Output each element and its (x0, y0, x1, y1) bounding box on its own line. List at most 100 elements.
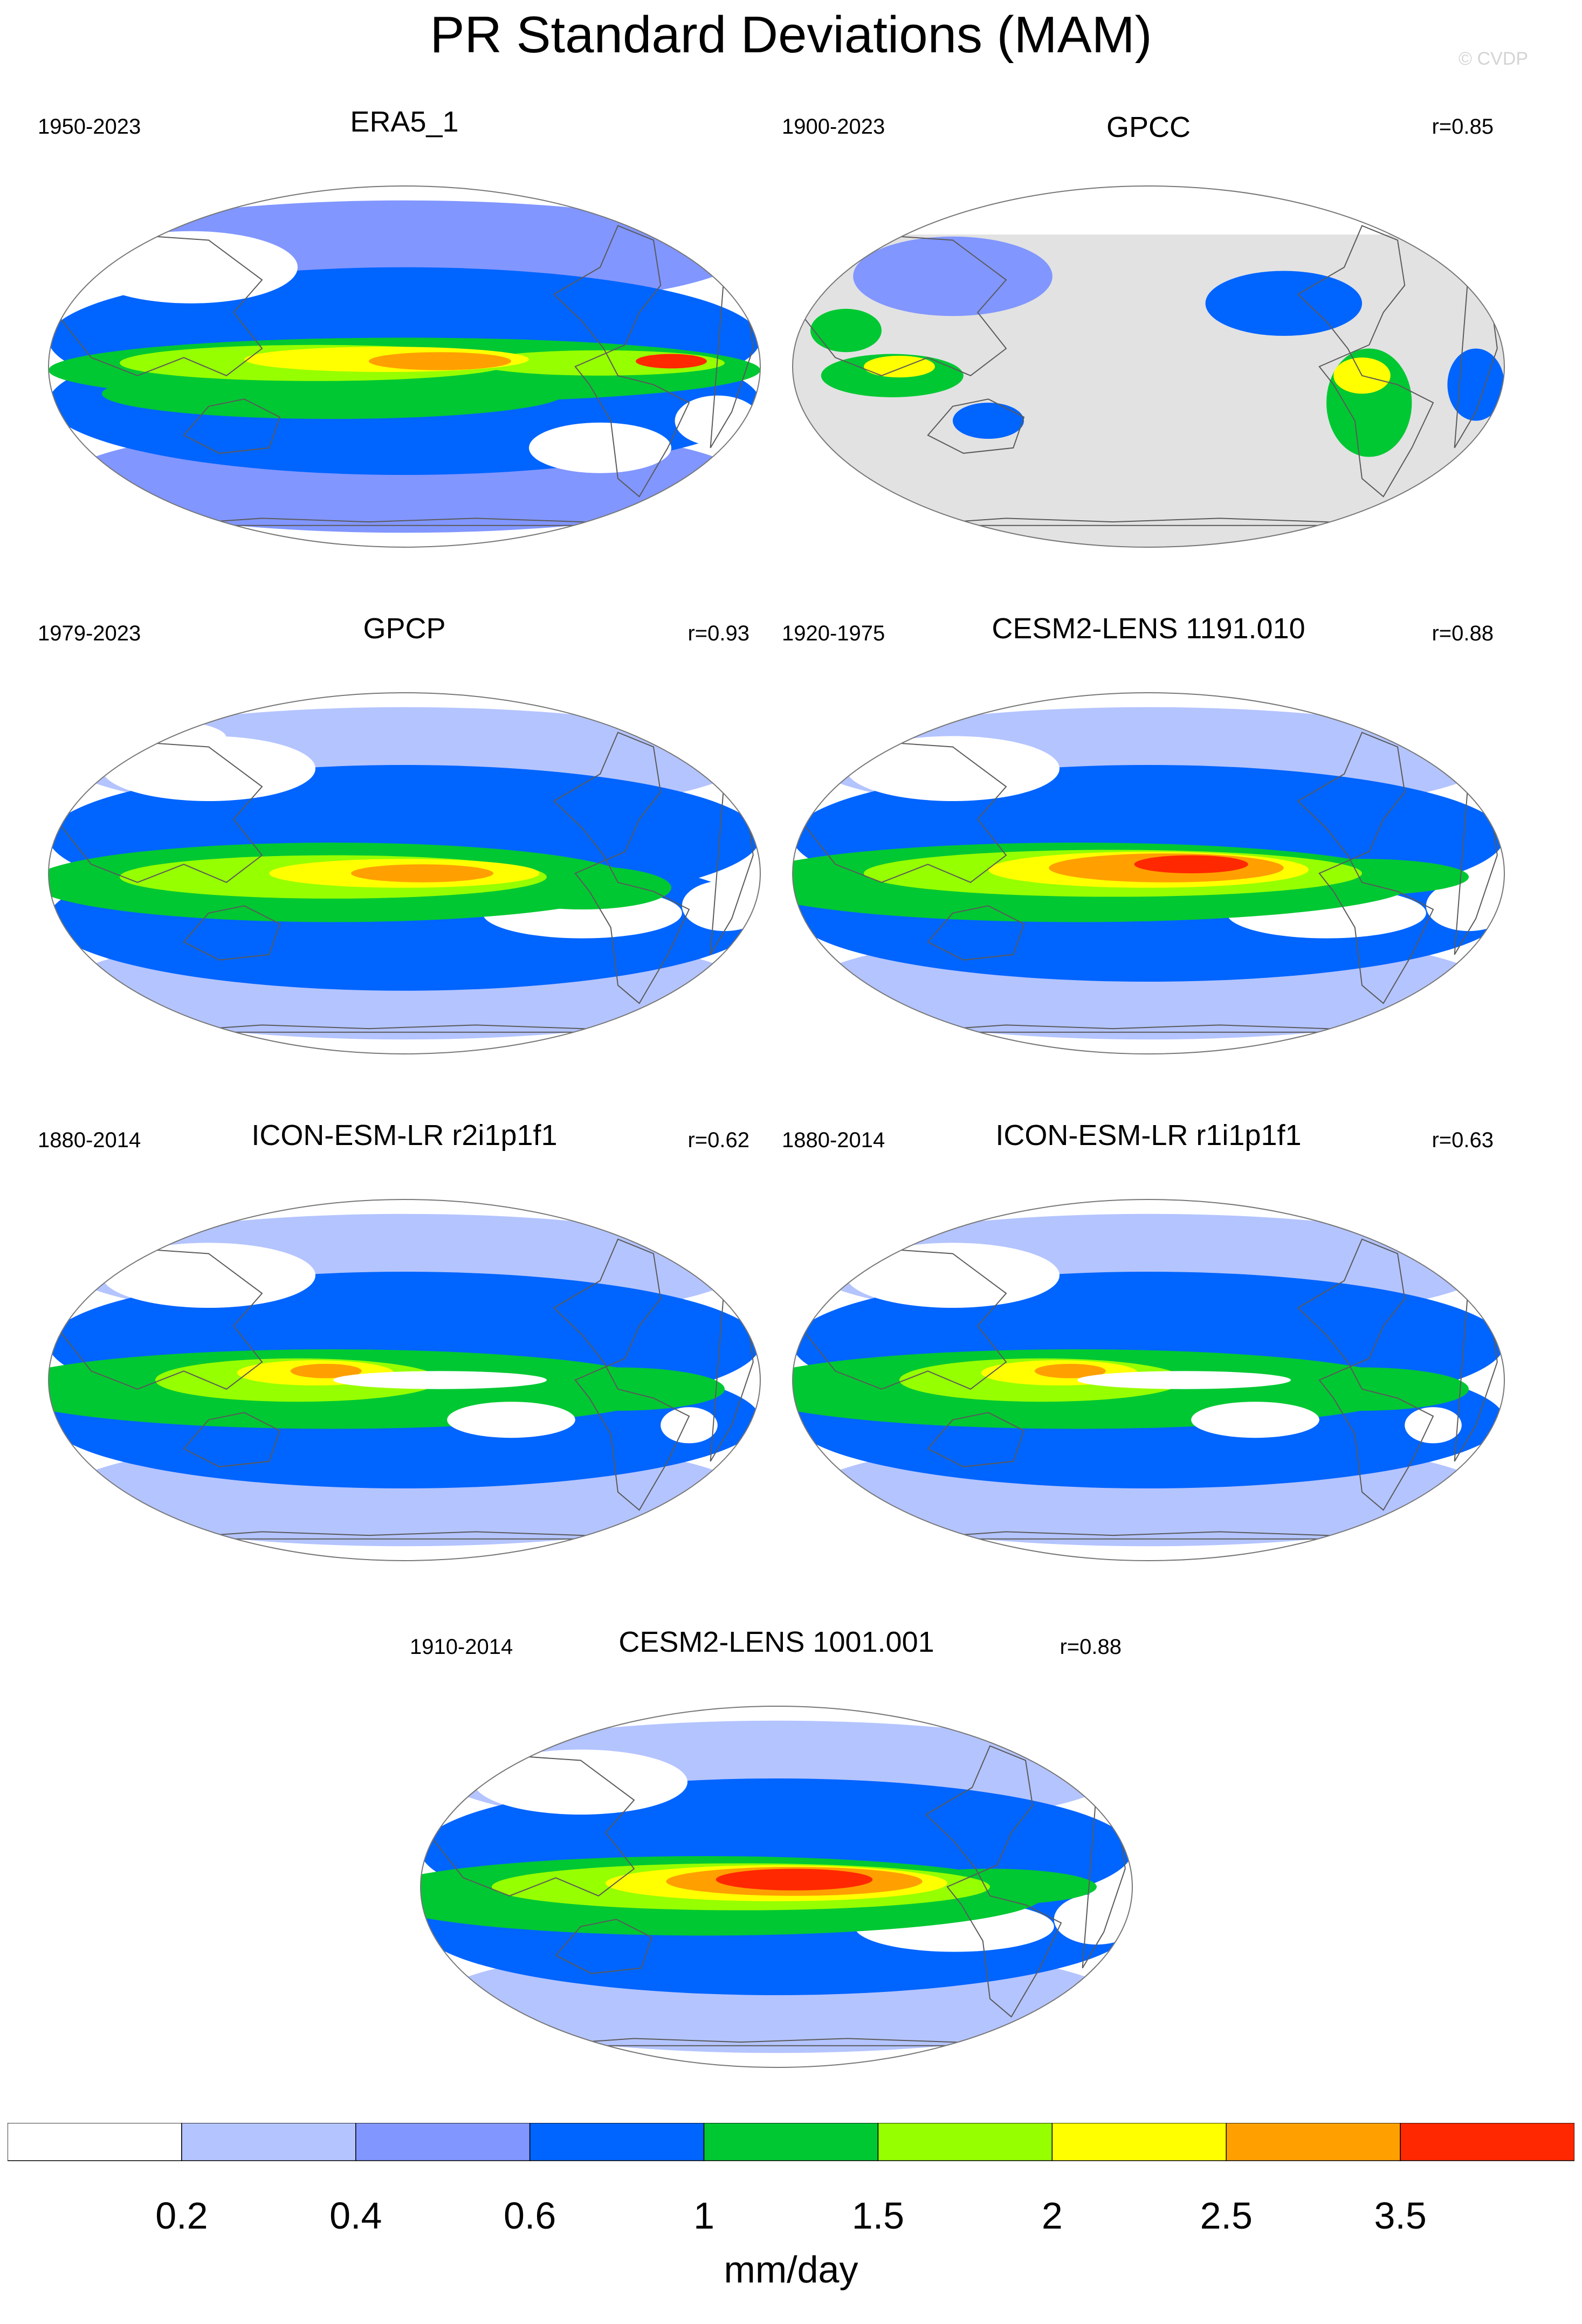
contour-region (1426, 880, 1504, 932)
panel-correlation: r=0.88 (1060, 1635, 1122, 1659)
panel-correlation: r=0.93 (687, 622, 749, 645)
panel-years: 1880-2014 (782, 1128, 885, 1152)
contour-region (682, 880, 760, 932)
contour-region (636, 354, 707, 369)
coastline (1297, 732, 1434, 1004)
contour-region (953, 403, 1024, 439)
panel-title: GPCC (1106, 111, 1191, 143)
map-plot (48, 185, 761, 548)
panel-years: 1979-2023 (38, 622, 141, 645)
coastline (183, 398, 281, 454)
contour-region (529, 422, 671, 473)
contour-region (846, 736, 1060, 801)
panel-title: GPCP (363, 612, 446, 645)
map-border (792, 185, 1505, 548)
contour-region (84, 231, 298, 304)
coastline (927, 1412, 1025, 1467)
colorbar-box (1051, 2123, 1227, 2161)
coastline (927, 905, 1025, 961)
colorbar-tick-label: 0.6 (504, 2195, 556, 2237)
land-band (793, 186, 1504, 235)
colorbar-tick-label: 1.5 (851, 2195, 905, 2237)
map-panel-icon-r1: ICON-ESM-LR r1i1p1f1 1880-2014 r=0.63 (782, 1119, 1515, 1593)
map-panel-gpcp: GPCP 1979-2023 r=0.93 (38, 612, 771, 1086)
coastline (553, 225, 690, 498)
colorbar-units: mm/day (724, 2249, 858, 2291)
map-plot (792, 185, 1505, 548)
map-panel-era5: ERA5_1 1950-2023 (38, 105, 771, 580)
contour-region (1405, 1407, 1462, 1444)
map-field (421, 1706, 1132, 2067)
colorbar-box (529, 2123, 705, 2161)
contour-region (333, 1371, 547, 1389)
map-plot (792, 1199, 1505, 1561)
panel-title: CESM2-LENS 1001.001 (618, 1626, 934, 1658)
contour-region (84, 720, 226, 756)
panel-years: 1900-2023 (782, 115, 885, 139)
panel-correlation: r=0.62 (687, 1128, 749, 1152)
panel-correlation: r=0.88 (1432, 622, 1494, 645)
coastline (183, 905, 281, 961)
map-panel-cesm2-1001: CESM2-LENS 1001.001 1910-2014 r=0.88 (410, 1625, 1143, 2100)
colorbar (8, 2123, 1574, 2161)
colorbar-tick-label: 3.5 (1374, 2195, 1427, 2237)
contour-region (1054, 1894, 1132, 1945)
contour-region (1077, 1371, 1291, 1389)
map-plot (420, 1706, 1133, 2068)
coastline (1297, 225, 1434, 498)
contour-region (474, 1749, 687, 1815)
coastline (183, 1412, 281, 1467)
contour-region (447, 1402, 575, 1438)
contour-region (351, 864, 493, 882)
colorbar-box (181, 2123, 356, 2161)
panel-correlation: r=0.85 (1432, 115, 1494, 139)
coastline (553, 732, 690, 1004)
contour-region (290, 1363, 362, 1378)
map-border (48, 1199, 761, 1561)
figure-title: PR Standard Deviations (MAM) (430, 6, 1152, 64)
colorbar-box (877, 2123, 1053, 2161)
map-field (49, 186, 760, 547)
panel-years: 1920-1975 (782, 622, 885, 645)
colorbar-tick-label: 0.4 (329, 2195, 382, 2237)
contour-region (1034, 1363, 1106, 1378)
panel-title: ERA5_1 (350, 106, 459, 138)
contour-region (661, 1407, 718, 1444)
colorbar-tick-label: 2 (1041, 2195, 1063, 2237)
panel-years: 1950-2023 (38, 115, 141, 139)
contour-region (716, 1868, 873, 1891)
contour-region (102, 368, 565, 419)
map-field (49, 1199, 760, 1561)
contour-region (369, 352, 511, 370)
map-field (793, 693, 1504, 1054)
colorbar-box (1226, 2123, 1401, 2161)
contour-region (675, 395, 760, 446)
panel-title: ICON-ESM-LR r2i1p1f1 (251, 1119, 558, 1151)
contour-region (49, 215, 155, 258)
colorbar-tick-label: 1 (693, 2195, 715, 2237)
map-border (792, 1199, 1505, 1561)
map-field (793, 186, 1504, 547)
contour-region (1134, 855, 1248, 873)
map-plot (48, 692, 761, 1054)
colorbar-box (703, 2123, 879, 2161)
coastline (1297, 1238, 1434, 1511)
contour-region (1191, 1402, 1319, 1438)
colorbar-tick-label: 2.5 (1200, 2195, 1253, 2237)
contour-region (102, 1243, 315, 1308)
panel-title: ICON-ESM-LR r1i1p1f1 (995, 1119, 1302, 1151)
coastline (927, 398, 1025, 454)
contour-region (810, 308, 882, 353)
contour-region (1205, 271, 1362, 336)
colorbar-box (8, 2123, 182, 2161)
contour-region (853, 236, 1053, 316)
contour-region (864, 355, 935, 378)
colorbar-tick-label: 0.2 (155, 2195, 208, 2237)
ocean-missing-area (793, 186, 1504, 547)
panel-years: 1880-2014 (38, 1128, 141, 1152)
coastline (555, 1919, 653, 1974)
map-plot (48, 1199, 761, 1561)
map-border (48, 185, 761, 548)
map-plot (792, 692, 1505, 1054)
map-panel-cesm2-1191: CESM2-LENS 1191.010 1920-1975 r=0.88 (782, 612, 1515, 1086)
